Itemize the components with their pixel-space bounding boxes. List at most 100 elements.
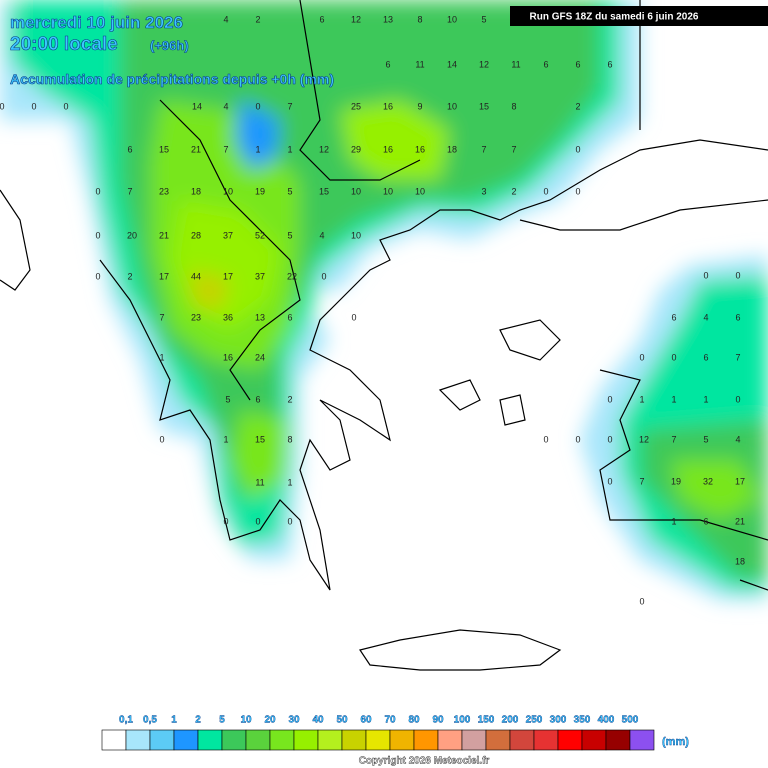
map-value: 0 bbox=[671, 352, 676, 362]
map-value: 1 bbox=[223, 434, 228, 444]
run-label: Run GFS 18Z du samedi 6 juin 2026 bbox=[530, 12, 699, 23]
map-value: 7 bbox=[481, 144, 486, 154]
map-value: 0 bbox=[735, 270, 740, 280]
legend-swatch bbox=[221, 729, 247, 751]
map-value: 15 bbox=[479, 101, 489, 111]
map-value: 1 bbox=[671, 516, 676, 526]
legend-label: 1 bbox=[171, 715, 177, 726]
map-value: 2 bbox=[255, 14, 260, 24]
run-box bbox=[510, 6, 768, 26]
map-value: 1 bbox=[159, 352, 164, 362]
map-value: 10 bbox=[351, 230, 361, 240]
map-value: 0 bbox=[639, 352, 644, 362]
legend-label: 300 bbox=[550, 715, 567, 726]
map-value: 0 bbox=[639, 596, 644, 606]
map-value: 18 bbox=[191, 186, 201, 196]
map-value: 6 bbox=[735, 312, 740, 322]
map-value: 36 bbox=[223, 312, 233, 322]
legend-label: 0,1 bbox=[119, 715, 133, 726]
legend-swatch bbox=[101, 729, 127, 751]
map-value: 1 bbox=[255, 144, 260, 154]
legend-label: 70 bbox=[384, 715, 396, 726]
legend-label: 0,5 bbox=[143, 715, 157, 726]
map-value: 2 bbox=[127, 271, 132, 281]
map-value: 7 bbox=[735, 352, 740, 362]
map-value: 10 bbox=[415, 186, 425, 196]
map-value: 6 bbox=[671, 312, 676, 322]
map-value: 12 bbox=[351, 14, 361, 24]
map-value: 12 bbox=[479, 59, 489, 69]
legend-swatch bbox=[365, 729, 391, 751]
map-value: 44 bbox=[191, 271, 201, 281]
map-value: 13 bbox=[255, 312, 265, 322]
map-value: 14 bbox=[192, 101, 202, 111]
legend-label: 30 bbox=[288, 715, 300, 726]
map-value: 6 bbox=[607, 59, 612, 69]
map-value: 6 bbox=[543, 59, 548, 69]
map-value: 0 bbox=[351, 312, 356, 322]
map-value: 18 bbox=[447, 144, 457, 154]
map-value: 6 bbox=[255, 394, 260, 404]
map-value: 5 bbox=[287, 230, 292, 240]
map-value: 5 bbox=[287, 186, 292, 196]
precip-field bbox=[0, 0, 768, 600]
map-value: 15 bbox=[159, 144, 169, 154]
map-value: 1 bbox=[671, 394, 676, 404]
map-value: 7 bbox=[671, 434, 676, 444]
map-value: 15 bbox=[255, 434, 265, 444]
map-value: 23 bbox=[191, 312, 201, 322]
map-value: 0 bbox=[735, 394, 740, 404]
map-value: 10 bbox=[383, 186, 393, 196]
map-value: 0 bbox=[543, 186, 548, 196]
map-value: 16 bbox=[383, 101, 393, 111]
map-value: 16 bbox=[383, 144, 393, 154]
map-value: 1 bbox=[287, 144, 292, 154]
map-value: 21 bbox=[159, 230, 169, 240]
time: 20:00 locale bbox=[10, 34, 118, 55]
map-value: 0 bbox=[321, 271, 326, 281]
legend-swatch bbox=[557, 729, 583, 751]
map-value: 0 bbox=[575, 186, 580, 196]
map-value: 0 bbox=[287, 516, 292, 526]
legend-label: 400 bbox=[598, 715, 615, 726]
map-value: 0 bbox=[575, 434, 580, 444]
legend-label: 80 bbox=[408, 715, 420, 726]
map-value: 5 bbox=[481, 14, 486, 24]
map-value: 5 bbox=[703, 434, 708, 444]
legend-swatch bbox=[461, 729, 487, 751]
map-value: 8 bbox=[511, 101, 516, 111]
map-value: 18 bbox=[735, 556, 745, 566]
map-value: 37 bbox=[223, 230, 233, 240]
map-value: 4 bbox=[223, 101, 228, 111]
legend-swatch bbox=[605, 729, 631, 751]
map-value: 6 bbox=[385, 59, 390, 69]
legend-swatch bbox=[533, 729, 559, 751]
legend-swatch bbox=[197, 729, 223, 751]
map-value: 0 bbox=[31, 101, 36, 111]
map-value: 23 bbox=[159, 186, 169, 196]
map-value: 6 bbox=[703, 516, 708, 526]
legend-label: 200 bbox=[502, 715, 519, 726]
legend-label: 250 bbox=[526, 715, 543, 726]
legend-label: 60 bbox=[360, 715, 372, 726]
legend-label: 150 bbox=[478, 715, 495, 726]
legend-label: 500 bbox=[622, 715, 639, 726]
map-value: 1 bbox=[703, 394, 708, 404]
legend-label: 350 bbox=[574, 715, 591, 726]
map-value: 52 bbox=[255, 230, 265, 240]
map-value: 0 bbox=[575, 144, 580, 154]
map-value: 37 bbox=[255, 271, 265, 281]
legend-swatch bbox=[317, 729, 343, 751]
map-value: 0 bbox=[607, 394, 612, 404]
map-value: 9 bbox=[417, 101, 422, 111]
map-value: 5 bbox=[225, 394, 230, 404]
map-value: 4 bbox=[735, 434, 740, 444]
legend-swatch bbox=[413, 729, 439, 751]
legend-swatch bbox=[437, 729, 463, 751]
map-value: 6 bbox=[127, 144, 132, 154]
map-value: 11 bbox=[415, 59, 424, 69]
map-value: 6 bbox=[319, 14, 324, 24]
legend-label: 90 bbox=[432, 715, 444, 726]
legend-swatch bbox=[173, 729, 199, 751]
